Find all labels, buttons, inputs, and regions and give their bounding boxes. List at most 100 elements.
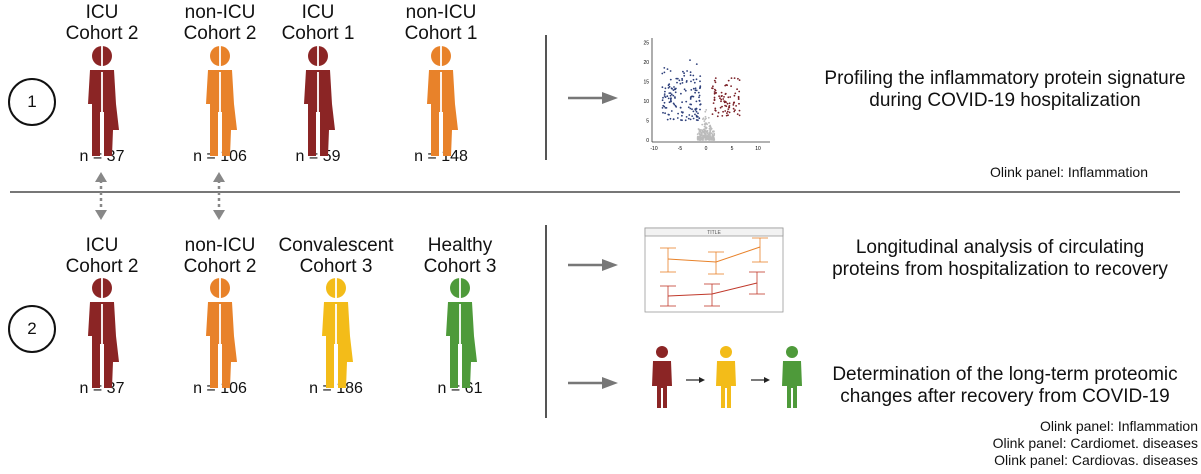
volcano-point xyxy=(667,84,670,87)
volcano-point xyxy=(685,100,688,103)
volcano-point xyxy=(662,111,664,114)
row1-n-1: n = 37 xyxy=(79,148,125,165)
volcano-point xyxy=(674,96,676,98)
volcano-point xyxy=(693,81,696,84)
volcano-point xyxy=(714,109,717,112)
olink-panel-text: Olink panel: Cardiomet. diseases xyxy=(992,435,1198,451)
volcano-point xyxy=(694,109,697,111)
volcano-point xyxy=(698,128,701,131)
volcano-point xyxy=(736,113,739,115)
volcano-point xyxy=(664,112,666,115)
volcano-point xyxy=(734,109,736,111)
row2-n-4: n = 61 xyxy=(437,380,483,397)
volcano-point xyxy=(689,118,692,121)
volcano-point xyxy=(689,103,692,106)
volcano-point xyxy=(728,106,731,109)
volcano-point xyxy=(713,132,716,135)
volcano-point xyxy=(724,93,727,95)
x-tick-label: 0 xyxy=(705,146,708,152)
volcano-point xyxy=(689,97,692,99)
volcano-point xyxy=(712,85,714,88)
volcano-point xyxy=(711,134,714,137)
volcano-point xyxy=(733,94,736,97)
volcano-point xyxy=(701,130,704,133)
volcano-point xyxy=(699,80,701,83)
volcano-point xyxy=(722,110,724,113)
y-tick-label: 10 xyxy=(643,99,649,105)
volcano-point xyxy=(692,110,695,113)
row1-n-4: n = 148 xyxy=(414,148,468,165)
volcano-point xyxy=(695,114,698,117)
volcano-point xyxy=(681,82,684,84)
volcano-point xyxy=(699,87,701,90)
volcano-point xyxy=(682,70,684,73)
volcano-point xyxy=(683,72,685,75)
volcano-point xyxy=(722,98,725,100)
cohort-name: Healthy xyxy=(427,235,493,256)
person-icon xyxy=(87,277,120,389)
olink-panel-text: Olink panel: Inflammation xyxy=(1040,418,1198,434)
volcano-point xyxy=(717,111,720,114)
volcano-point xyxy=(713,91,716,93)
volcano-point xyxy=(679,106,682,109)
person-icon xyxy=(652,346,672,408)
volcano-point xyxy=(670,100,672,103)
volcano-point xyxy=(662,96,664,99)
volcano-point xyxy=(709,127,712,129)
volcano-point xyxy=(721,115,724,117)
volcano-point xyxy=(674,104,677,107)
volcano-point xyxy=(698,99,701,102)
volcano-point xyxy=(681,114,683,117)
volcano-point xyxy=(661,72,664,75)
volcano-point xyxy=(700,137,703,140)
volcano-point xyxy=(698,96,700,99)
description-line: proteins from hospitalization to recover… xyxy=(832,259,1168,280)
volcano-point xyxy=(674,91,677,94)
description-line: during COVID-19 hospitalization xyxy=(869,90,1141,111)
cohort-number: Cohort 1 xyxy=(281,23,355,44)
volcano-point xyxy=(718,95,720,98)
volcano-point xyxy=(689,71,692,74)
volcano-point xyxy=(691,95,693,98)
volcano-point xyxy=(716,115,719,118)
cohort-name: ICU xyxy=(85,2,119,23)
volcano-point xyxy=(703,128,706,131)
volcano-point xyxy=(719,106,722,109)
volcano-point xyxy=(695,107,698,110)
double-arrow-icon xyxy=(213,172,225,220)
volcano-point xyxy=(669,70,672,72)
volcano-point xyxy=(668,101,671,104)
volcano-point xyxy=(663,67,666,69)
volcano-point xyxy=(729,96,732,98)
person-icon xyxy=(205,45,238,157)
volcano-point xyxy=(735,105,737,107)
y-tick-label: 15 xyxy=(643,80,649,86)
volcano-point xyxy=(706,134,708,137)
volcano-point xyxy=(695,119,698,121)
volcano-point xyxy=(691,115,694,117)
row2-cohort-1-label: ICU Cohort 2 xyxy=(32,235,172,277)
volcano-point xyxy=(702,135,705,138)
volcano-point xyxy=(698,117,701,120)
volcano-point xyxy=(691,108,693,111)
volcano-point xyxy=(728,102,731,105)
volcano-point xyxy=(677,112,679,115)
x-tick-label: 5 xyxy=(731,146,734,152)
volcano-point xyxy=(670,87,673,90)
row1-cohort-2-label: non-ICU Cohort 2 xyxy=(150,2,290,44)
volcano-point xyxy=(685,80,688,82)
description-line: Profiling the inflammatory protein signa… xyxy=(824,68,1186,89)
y-tick-label: 5 xyxy=(646,119,649,125)
volcano-point xyxy=(699,130,701,132)
volcano-point xyxy=(676,117,679,119)
volcano-point xyxy=(724,104,726,107)
volcano-point xyxy=(727,79,730,82)
volcano-point xyxy=(669,92,672,94)
volcano-point xyxy=(663,105,666,108)
step-1-circle: 1 xyxy=(8,78,56,126)
volcano-point xyxy=(686,70,688,72)
y-tick-label: 0 xyxy=(646,138,649,144)
volcano-point xyxy=(692,117,695,120)
volcano-point xyxy=(705,127,708,129)
volcano-point xyxy=(726,102,729,105)
